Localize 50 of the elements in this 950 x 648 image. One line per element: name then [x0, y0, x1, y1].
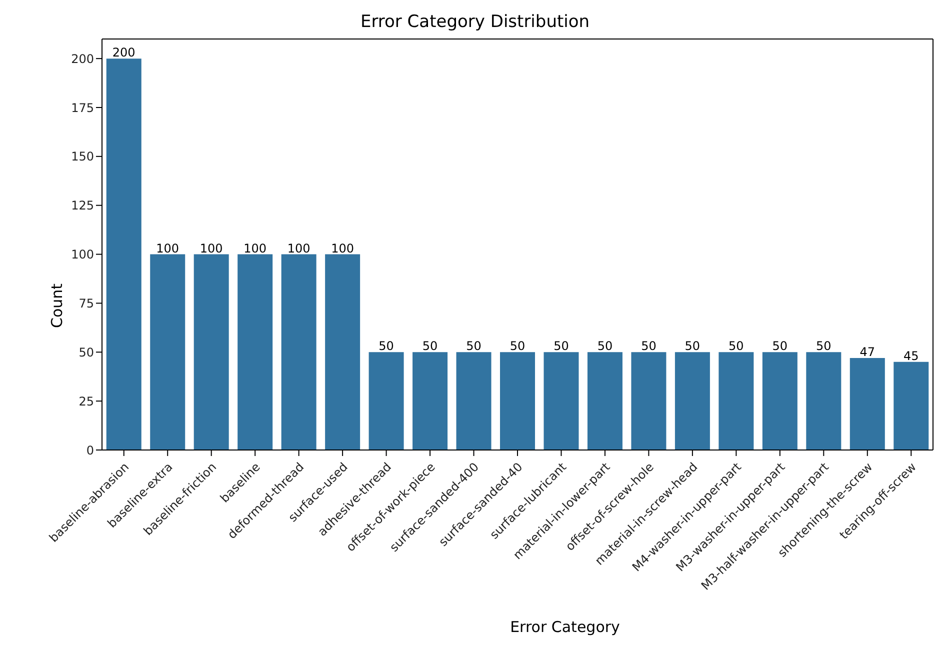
- data-label: 50: [466, 339, 482, 354]
- bar: [587, 352, 622, 450]
- data-label: 100: [244, 241, 267, 256]
- data-label: 50: [641, 339, 656, 354]
- data-label: 50: [422, 339, 438, 354]
- data-label: 50: [554, 339, 569, 354]
- data-label: 100: [331, 241, 354, 256]
- data-label: 100: [287, 241, 310, 256]
- bar: [281, 254, 316, 450]
- bar: [806, 352, 842, 450]
- bar: [631, 352, 666, 450]
- data-label: 50: [684, 339, 700, 354]
- bar: [106, 58, 142, 450]
- y-tick-label: 0: [86, 443, 94, 458]
- data-label: 100: [156, 241, 180, 256]
- bar: [412, 352, 448, 450]
- data-label: 50: [510, 339, 526, 354]
- bar: [325, 254, 360, 450]
- bar: [194, 254, 229, 450]
- y-tick-label: 150: [71, 150, 94, 164]
- bar: [894, 362, 929, 450]
- bar: [762, 352, 798, 450]
- data-label: 50: [378, 339, 394, 354]
- y-tick-label: 50: [78, 345, 94, 360]
- y-tick-label: 175: [71, 100, 94, 115]
- data-label: 50: [816, 339, 832, 354]
- bar: [150, 254, 186, 450]
- bar: [368, 352, 404, 450]
- x-axis-title: Error Category: [509, 618, 621, 636]
- y-tick-label: 100: [71, 248, 94, 262]
- bar: [850, 358, 885, 450]
- data-label: 47: [860, 345, 876, 360]
- bar: [674, 352, 710, 450]
- data-label: 50: [728, 339, 744, 354]
- y-tick-label: 125: [71, 198, 94, 213]
- data-label: 50: [597, 339, 613, 354]
- bar: [500, 352, 536, 450]
- data-label: 45: [903, 348, 919, 363]
- y-tick-label: 75: [78, 296, 94, 310]
- bar: [718, 352, 754, 450]
- data-label: 100: [200, 241, 223, 256]
- data-label: 200: [112, 46, 136, 60]
- y-tick-label: 25: [78, 394, 94, 408]
- bar: [238, 254, 273, 450]
- data-label: 50: [772, 339, 788, 354]
- chart-title: Error Category Distribution: [359, 12, 591, 32]
- y-axis-title: Count: [48, 283, 66, 328]
- bar: [544, 352, 579, 450]
- bar: [456, 352, 492, 450]
- y-tick-label: 200: [71, 52, 94, 66]
